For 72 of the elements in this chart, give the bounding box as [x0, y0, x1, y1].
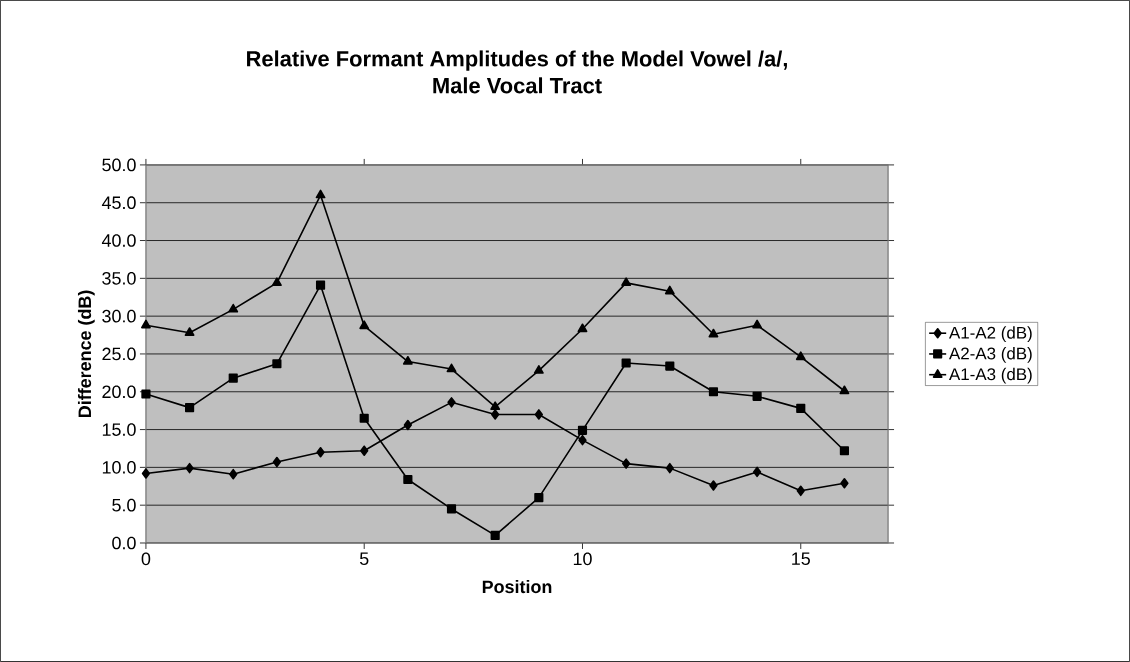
point	[490, 401, 501, 411]
point	[140, 319, 151, 329]
y-tick-label: 0.0	[112, 536, 136, 550]
point	[403, 419, 413, 431]
point	[752, 466, 762, 478]
point	[446, 504, 457, 514]
point	[577, 425, 588, 435]
point	[665, 462, 674, 474]
point	[796, 485, 805, 497]
point	[315, 189, 326, 199]
point	[621, 458, 631, 469]
point	[228, 373, 238, 383]
point	[447, 397, 456, 408]
point	[839, 385, 850, 395]
x-axis-title: Position	[482, 580, 552, 594]
point	[359, 320, 370, 330]
point	[446, 363, 457, 373]
point	[578, 434, 587, 446]
point	[839, 446, 849, 456]
point	[491, 409, 500, 420]
chart-title: Relative Formant Amplitudes of the Model Vowel /a/, Male Vocal Tract	[247, 50, 787, 94]
point	[360, 445, 369, 457]
point	[795, 351, 806, 361]
point	[533, 365, 544, 374]
y-tick-label: 40.0	[101, 234, 136, 247]
y-tick-label: 15.0	[102, 423, 136, 436]
point	[577, 323, 588, 333]
legend-label: A1-A3 (dB)	[949, 367, 1032, 384]
point	[271, 277, 282, 287]
x-tick-label: 15	[792, 552, 810, 566]
point	[272, 359, 282, 369]
point	[359, 413, 369, 423]
point	[141, 389, 151, 399]
point	[665, 361, 675, 371]
y-tick-label: 35.0	[102, 272, 136, 285]
point	[402, 355, 413, 365]
point	[621, 358, 631, 368]
legend-label: A1-A2 (dB)	[949, 326, 1032, 343]
point	[316, 447, 325, 458]
y-tick-label: 30.0	[102, 309, 136, 323]
point	[185, 462, 194, 474]
x-tick-label: 0	[141, 552, 151, 566]
point	[840, 478, 849, 489]
point	[403, 474, 413, 485]
point	[752, 391, 762, 401]
point	[490, 530, 500, 541]
point	[664, 285, 675, 295]
x-tick-label: 5	[359, 552, 369, 566]
point	[709, 480, 718, 491]
y-axis-title: Difference (dB)	[77, 290, 95, 418]
y-tick-label: 10.0	[102, 461, 136, 474]
point	[229, 468, 238, 480]
point	[534, 409, 543, 420]
point	[708, 328, 719, 338]
point	[708, 387, 719, 397]
y-tick-label: 20.0	[102, 385, 136, 399]
y-tick-label: 50.0	[102, 158, 136, 172]
y-tick-label: 25.0	[102, 347, 136, 361]
point	[752, 319, 763, 329]
y-tick-label: 5.0	[112, 498, 136, 512]
point	[185, 403, 195, 413]
point	[534, 493, 544, 503]
point	[184, 327, 195, 337]
point	[228, 303, 239, 313]
point	[315, 280, 326, 290]
x-tick-label: 10	[573, 552, 592, 566]
legend-label: A2-A3 (dB)	[949, 347, 1032, 363]
point	[796, 403, 806, 414]
point	[621, 277, 632, 287]
point	[141, 468, 151, 479]
point	[272, 456, 282, 468]
y-tick-label: 45.0	[101, 196, 136, 210]
